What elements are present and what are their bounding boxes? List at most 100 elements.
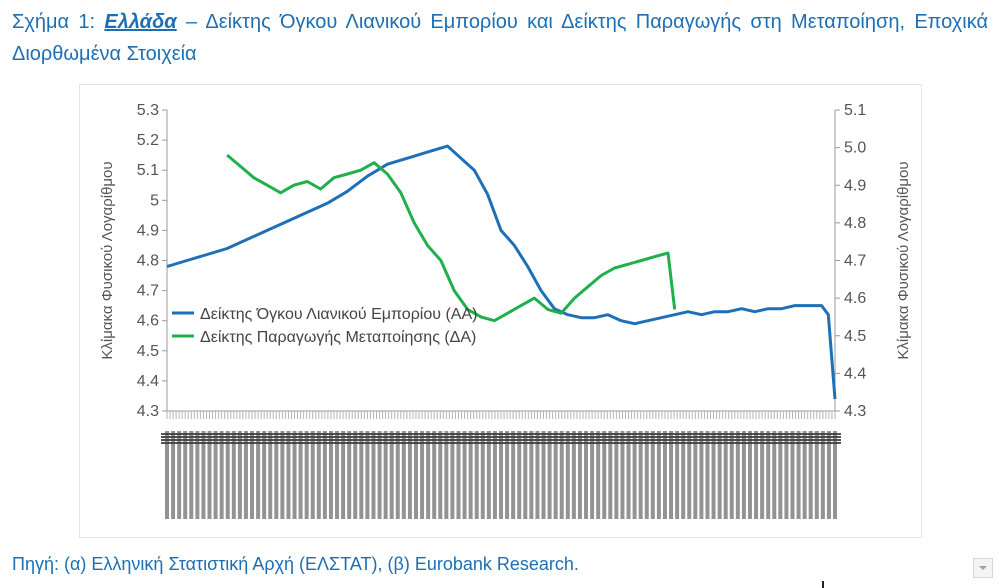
x-tick-label [292,431,297,519]
x-tick-label [662,431,667,519]
x-tick-label [632,431,637,519]
x-tick-label [304,431,309,519]
x-tick-label [802,431,807,519]
y-tick-label-right: 4.6 [844,290,866,307]
scroll-down-button[interactable] [973,558,993,578]
x-tick-label [596,431,601,519]
x-tick-label [626,431,631,519]
y-tick-label-left: 4.6 [137,313,159,330]
x-tick-label [778,431,783,519]
figure-title: Σχήμα 1: Ελλάδα – Δείκτης Όγκου Λιανικού… [12,6,988,70]
x-tick-label [316,431,321,519]
x-tick-label [420,431,425,519]
x-tick-label [322,431,327,519]
x-tick-label [177,431,182,519]
x-tick-label [189,431,194,519]
x-tick-label [523,431,528,519]
x-tick-label [165,431,169,519]
x-tick-label [383,431,388,519]
y-tick-label-left: 5.1 [137,162,159,179]
x-tick-label [711,431,716,519]
x-tick-label [401,431,406,519]
x-tick-label [681,431,686,519]
x-tick-label [705,431,710,519]
x-tick-label [535,431,540,519]
x-tick-label [638,431,643,519]
y-tick-label-left: 4.9 [137,222,159,239]
x-tick-label [256,431,261,519]
x-tick-label [584,431,589,519]
y-tick-label-left: 4.3 [137,403,159,420]
x-tick-label [207,431,212,519]
x-tick-label [729,431,734,519]
y-tick-label-right: 4.4 [844,365,866,382]
x-tick-label [553,431,558,519]
x-tick-label [280,431,285,519]
retail-volume-line [166,144,837,400]
x-tick-label [608,431,613,519]
x-tick-label [365,431,370,519]
x-tick-label [268,431,273,519]
x-tick-label [590,431,595,519]
x-tick-label [359,431,364,519]
x-tick-label [723,431,728,519]
y-tick-label-right: 4.8 [844,215,866,232]
legend-label: Δείκτης Παραγωγής Μεταποίησης (ΔΑ) [200,329,476,346]
x-tick-label [735,431,740,519]
x-tick-label [808,431,813,519]
x-tick-label [499,431,503,519]
x-tick-label [517,431,522,519]
x-tick-label [717,431,722,519]
x-tick-label [171,431,176,519]
chart-frame: 5.3 5.2 5.1 5 4.9 4.8 4.7 4.6 4.5 4.4 4.3 5.1 5.0 4.9… [79,84,922,538]
x-tick-label [826,431,831,519]
x-tick-label [784,431,789,519]
x-tick-label [328,431,333,519]
x-tick-label [371,431,376,519]
x-tick-label [602,431,607,519]
x-tick-label [577,431,582,519]
x-tick-label [650,431,655,519]
x-tick-label [820,431,825,519]
x-tick-label [310,431,315,519]
x-tick-label [395,431,400,519]
x-tick-label [389,431,394,519]
x-tick-label [341,431,346,519]
x-tick-label [462,431,467,519]
x-tick-label [486,431,491,519]
x-tick-label [250,431,255,519]
y-tick-label-left: 5.2 [137,132,159,149]
y-tick-label-left: 4.4 [137,373,159,390]
x-tick-label [243,431,248,519]
x-tick-label [480,431,485,519]
x-tick-label [741,431,746,519]
x-tick-label [219,431,224,519]
x-tick-label [413,431,418,519]
x-tick-label [559,431,564,519]
x-tick-label [492,431,497,519]
x-tick-label [656,431,661,519]
y-axis-title-left: Κλίμακα Φυσικού Λογαρίθμου [99,161,116,359]
y-tick-label-left: 4.7 [137,283,159,300]
x-tick-label [614,431,619,519]
x-tick-label [438,431,443,519]
x-tick-label [426,431,431,519]
y-tick-label-left: 5 [150,192,159,209]
figure-country-link[interactable]: Ελλάδα [104,11,177,33]
y-tick-label-right: 4.9 [844,177,866,194]
figure-prefix: Σχήμα 1: [12,11,96,33]
x-tick-label [760,431,765,519]
x-tick-label [699,431,704,519]
x-tick-label [237,431,242,519]
x-tick-label [814,431,819,519]
x-tick-label [444,431,449,519]
x-tick-label [754,431,759,519]
x-tick-label [231,431,236,519]
x-tick-label [505,431,510,519]
x-tick-label [201,431,206,519]
x-tick-label [644,431,649,519]
x-tick-label [468,431,473,519]
x-tick-label [286,431,291,519]
y-tick-label-right: 4.7 [844,253,866,270]
y-tick-label-left: 5.3 [137,102,159,119]
